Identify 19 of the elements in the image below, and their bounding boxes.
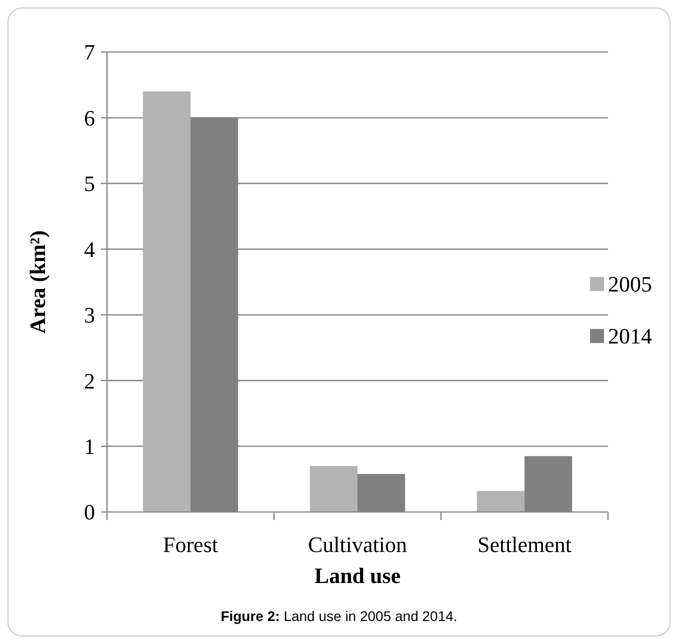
x-tick-label: Forest	[163, 532, 218, 557]
caption: Figure 2: Land use in 2005 and 2014.	[220, 608, 458, 624]
y-tick-label: 7	[84, 40, 95, 65]
bar	[476, 490, 524, 512]
x-tick-label: Cultivation	[308, 532, 407, 557]
y-tick-label: 2	[84, 368, 95, 394]
legend-label: 2005	[608, 272, 652, 297]
x-axis-title: Land use	[314, 563, 401, 588]
x-tick-label: Settlement	[477, 532, 572, 557]
bar	[310, 466, 358, 512]
y-axis-title: Area (km²)	[25, 230, 50, 334]
legend-label: 2014	[608, 324, 652, 349]
y-tick-label: 0	[84, 500, 95, 525]
y-tick-label: 4	[84, 236, 95, 262]
bar	[142, 91, 190, 512]
y-tick-label: 3	[84, 302, 95, 328]
y-tick-label: 1	[84, 434, 95, 459]
y-tick-label: 6	[84, 105, 95, 130]
y-tick-label: 5	[84, 171, 95, 196]
